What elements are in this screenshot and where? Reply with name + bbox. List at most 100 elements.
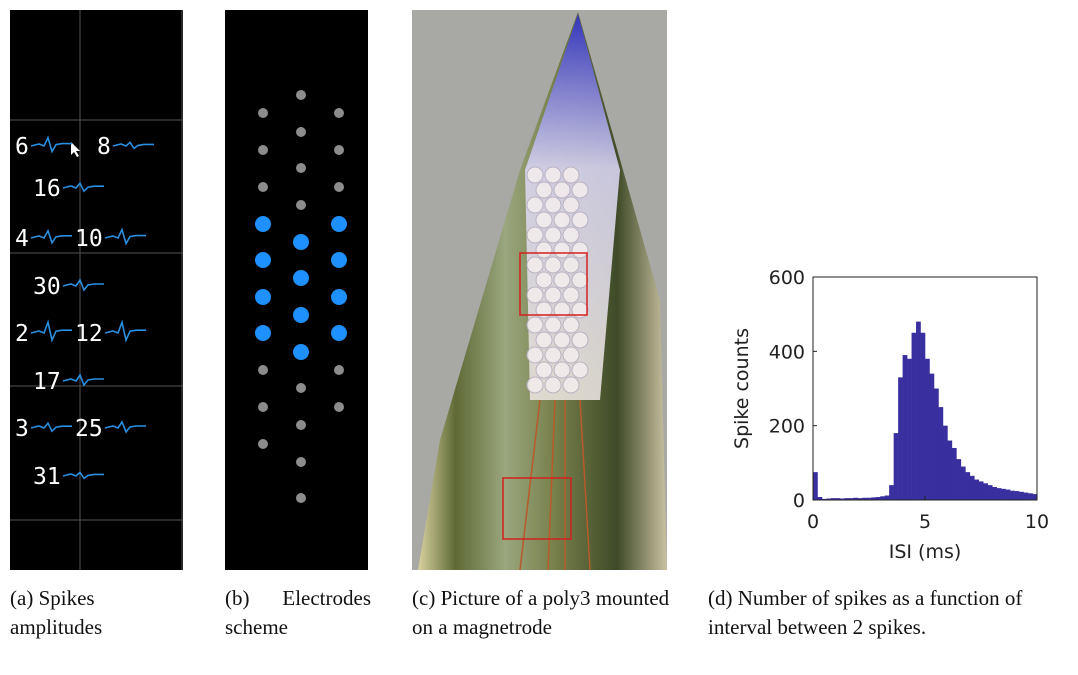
pad: [553, 361, 571, 379]
bar: [821, 498, 827, 500]
pad: [562, 166, 580, 184]
pad: [544, 256, 562, 274]
bar: [1010, 490, 1015, 500]
channel-label: 4: [15, 226, 29, 252]
y-tick-label: 200: [769, 416, 805, 438]
bar: [911, 332, 917, 500]
active-electrode: [331, 325, 347, 341]
channel-label: 6: [15, 134, 29, 160]
bar: [992, 486, 997, 500]
bar: [1014, 491, 1020, 500]
bar: [880, 496, 885, 500]
bar: [938, 407, 944, 500]
active-electrode: [293, 270, 309, 286]
y-tick-label: 0: [793, 490, 805, 512]
pad: [544, 166, 562, 184]
active-electrode: [293, 234, 309, 250]
channel-label: 10: [75, 226, 103, 252]
electrode: [334, 108, 344, 118]
bar: [925, 358, 930, 500]
electrode: [258, 145, 268, 155]
channel-label: 3: [15, 416, 29, 442]
bar: [978, 481, 984, 500]
pad: [571, 361, 589, 379]
pad: [526, 226, 544, 244]
cursor: [71, 142, 80, 157]
bar: [893, 433, 899, 500]
bar: [857, 498, 863, 500]
bar: [907, 358, 912, 500]
bar: [974, 479, 980, 500]
pad: [526, 256, 544, 274]
pad: [553, 271, 571, 289]
pad: [526, 166, 544, 184]
bar: [1019, 491, 1024, 500]
pad: [535, 331, 553, 349]
waveform: [62, 471, 104, 480]
active-electrode: [255, 252, 271, 268]
panel-a-grid: [10, 10, 183, 570]
bar: [884, 495, 890, 500]
active-electrode: [293, 344, 309, 360]
bar: [942, 425, 948, 500]
panel-b-bg: [225, 10, 368, 570]
pad: [535, 271, 553, 289]
y-tick-label: 400: [769, 341, 805, 363]
pad: [562, 256, 580, 274]
bar: [813, 472, 818, 500]
x-axis-label: ISI (ms): [889, 541, 962, 563]
caption-label: (d): [708, 586, 733, 610]
pad: [553, 301, 571, 319]
bar: [933, 388, 939, 500]
bar: [839, 498, 845, 500]
electrode: [296, 383, 306, 393]
caption-text: Picture of a poly3 mounted on a magnetro…: [412, 586, 670, 639]
bar: [951, 447, 957, 500]
active-electrode: [293, 307, 309, 323]
histogram: 0 200 400 600 0 5 10 ISI (ms) Spike counts: [731, 267, 1049, 563]
electrode: [258, 182, 268, 192]
electrode: [258, 439, 268, 449]
caption: (b) Electrodes scheme: [225, 584, 371, 642]
pad: [526, 196, 544, 214]
bar: [835, 498, 841, 500]
bar: [996, 488, 1002, 500]
panel-a-bg: [10, 10, 183, 570]
pad: [535, 211, 553, 229]
pad: [544, 226, 562, 244]
waveform: [104, 420, 146, 434]
pad: [535, 361, 553, 379]
active-electrode: [255, 216, 271, 232]
bar: [920, 332, 926, 500]
electrode: [258, 108, 268, 118]
caption-text: Spikes amplitudes: [10, 586, 103, 639]
traces: [519, 399, 591, 571]
active-electrode: [331, 289, 347, 305]
pad: [535, 181, 553, 199]
pads: [526, 166, 589, 394]
caption-label: (a): [10, 586, 34, 610]
channel-label: 8: [97, 134, 111, 160]
electrode: [296, 200, 306, 210]
bar: [1023, 492, 1029, 500]
pad: [562, 286, 580, 304]
waveform: [62, 278, 104, 292]
bar: [983, 483, 989, 500]
pad: [571, 331, 589, 349]
channel-label: 16: [33, 176, 61, 202]
bar: [987, 485, 993, 500]
y-axis-label: Spike counts: [731, 328, 753, 449]
electrode: [258, 365, 268, 375]
electrode: [334, 402, 344, 412]
bar: [960, 466, 966, 500]
waveform: [30, 228, 72, 245]
bar: [848, 498, 854, 500]
channel-label: 25: [75, 416, 103, 442]
pad: [553, 211, 571, 229]
pad: [526, 346, 544, 364]
pad: [526, 376, 544, 394]
electrode: [334, 365, 344, 375]
y-tick-label: 600: [769, 267, 805, 289]
bar: [956, 459, 962, 500]
